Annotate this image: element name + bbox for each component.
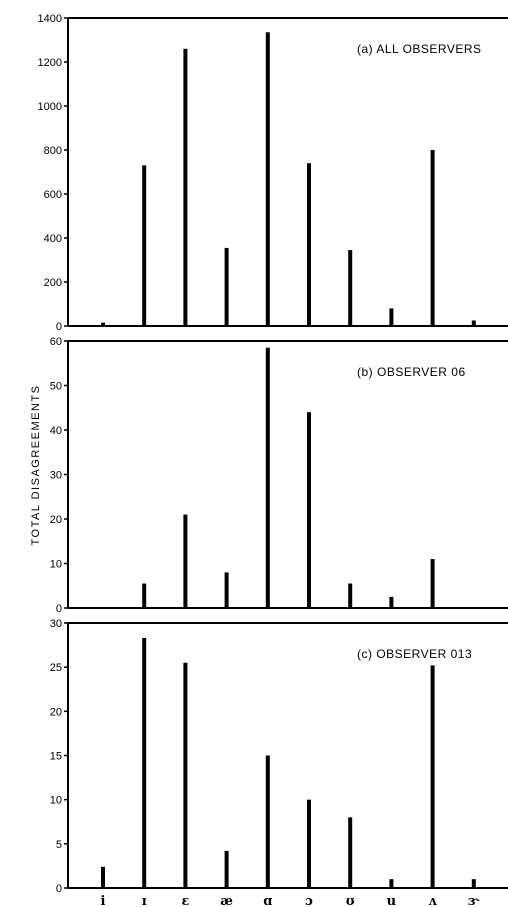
y-tick-label: 1000 <box>38 101 62 113</box>
x-category-label: ɛ <box>181 894 189 907</box>
bar-3 <box>183 514 188 608</box>
y-tick-label: 20 <box>50 706 62 718</box>
panel-title: (c) OBSERVER 013 <box>357 647 472 661</box>
bar-8 <box>389 879 394 888</box>
y-tick-label: 60 <box>50 336 62 348</box>
y-tick-label: 25 <box>50 662 62 674</box>
chart-panel-2: 0 10 20 30 40 50 60 (b) OBSERVER 06 <box>50 336 508 615</box>
y-tick-label: 0 <box>56 883 62 895</box>
bar-6 <box>307 163 311 326</box>
bar-7 <box>348 817 353 888</box>
chart-panel-1: 0 200 400 600 800 1000 1200 1400 (a) ALL OBSERVE… <box>38 13 508 333</box>
y-tick-label: 1200 <box>38 57 62 69</box>
bar-10 <box>471 879 476 888</box>
bar-2 <box>142 583 147 608</box>
y-tick-label: 30 <box>50 618 62 630</box>
panel-title: (b) OBSERVER 06 <box>357 365 466 379</box>
y-tick-label: 400 <box>44 233 62 245</box>
bar-8 <box>389 308 394 326</box>
x-category-label: ɑ <box>263 894 272 907</box>
bar-3 <box>183 662 188 888</box>
x-category-label: ʊ <box>346 894 355 907</box>
bar-10 <box>471 320 476 326</box>
bar-5 <box>265 347 270 608</box>
y-tick-label: 0 <box>56 603 62 615</box>
bar-7 <box>348 250 353 326</box>
y-tick-label: 15 <box>50 751 62 763</box>
bar-6 <box>307 412 311 608</box>
y-tick-label: 40 <box>50 425 62 437</box>
bar-2 <box>142 638 147 888</box>
y-tick-label: 10 <box>50 795 62 807</box>
y-tick-label: 800 <box>44 145 62 157</box>
bar-5 <box>265 755 270 888</box>
bar-4 <box>224 247 229 326</box>
bar-2 <box>142 165 147 326</box>
y-tick-label: 20 <box>50 514 62 526</box>
x-category-label: ɔ <box>305 894 313 907</box>
bar-1 <box>101 866 105 888</box>
bar-9 <box>430 150 435 326</box>
bar-5 <box>265 32 270 327</box>
x-category-label: ʌ <box>428 894 437 907</box>
bar-9 <box>430 665 435 888</box>
x-category-label: æ <box>220 894 233 907</box>
bar-9 <box>430 559 435 608</box>
y-tick-label: 10 <box>50 559 62 571</box>
y-tick-label: 5 <box>56 839 62 851</box>
panel-title: (a) ALL OBSERVERS <box>357 42 482 56</box>
y-axis-label: TOTAL DISAGREEMENTS <box>30 385 42 546</box>
x-category-label: u <box>387 894 396 907</box>
x-category-label: ɝ <box>468 894 480 907</box>
y-tick-label: 200 <box>44 277 62 289</box>
bar-8 <box>389 596 394 608</box>
bar-3 <box>183 48 188 327</box>
chart-panel-3: 0 5 10 15 20 25 30 (c) OBSERVER 013 <box>50 618 508 895</box>
bar-6 <box>307 799 311 888</box>
y-tick-label: 600 <box>44 189 62 201</box>
x-category-label: ɪ <box>142 894 147 907</box>
y-tick-label: 1400 <box>38 13 62 25</box>
y-tick-label: 30 <box>50 470 62 482</box>
x-category-label: i <box>101 894 106 907</box>
y-tick-label: 50 <box>50 381 62 393</box>
bar-4 <box>224 572 229 608</box>
y-tick-label: 0 <box>56 321 62 333</box>
bar-4 <box>224 850 229 888</box>
bar-1 <box>101 322 105 326</box>
bar-7 <box>348 583 353 608</box>
